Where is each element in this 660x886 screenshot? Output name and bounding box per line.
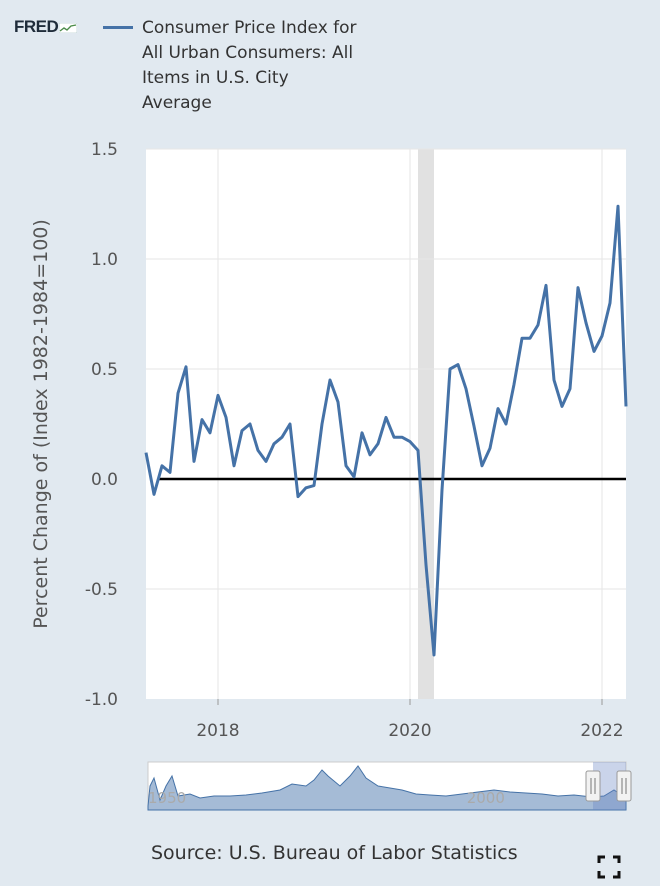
fullscreen-icon[interactable] — [597, 855, 621, 879]
navigator-tick-label: 1950 — [148, 789, 186, 807]
fred-logo[interactable]: FRED — [14, 17, 78, 37]
y-axis-label: Percent Change of (Index 1982-1984=100) — [30, 219, 52, 629]
logo-text: FRED — [14, 17, 59, 36]
recession-shading — [418, 149, 434, 699]
x-tick-label: 2018 — [196, 721, 239, 741]
navigator-tick-label: 2000 — [467, 789, 505, 807]
y-tick-label: 1.5 — [91, 140, 118, 160]
chart-legend[interactable]: Consumer Price Index for All Urban Consu… — [103, 16, 362, 116]
x-tick-label: 2020 — [388, 721, 431, 741]
source-note: Source: U.S. Bureau of Labor Statistics — [151, 842, 518, 864]
legend-label: Consumer Price Index for All Urban Consu… — [142, 18, 357, 113]
navigator-handle-left[interactable] — [585, 770, 601, 802]
series-line — [144, 204, 628, 657]
y-tick-label: 1.0 — [91, 250, 118, 270]
y-tick-label: 0.5 — [91, 360, 118, 380]
fred-logo-icon — [59, 23, 78, 33]
plot-area: -1.0 -0.5 0.0 0.5 1.0 1.5 2018 2020 2022 Percent … — [30, 140, 628, 741]
range-navigator[interactable]: 1950 2000 — [147, 761, 632, 811]
y-tick-label: -1.0 — [85, 690, 118, 710]
x-tick-label: 2022 — [580, 721, 623, 741]
legend-swatch — [103, 26, 133, 29]
y-tick-label: -0.5 — [85, 580, 118, 600]
navigator-handle-right[interactable] — [616, 770, 632, 802]
y-tick-label: 0.0 — [91, 470, 118, 490]
